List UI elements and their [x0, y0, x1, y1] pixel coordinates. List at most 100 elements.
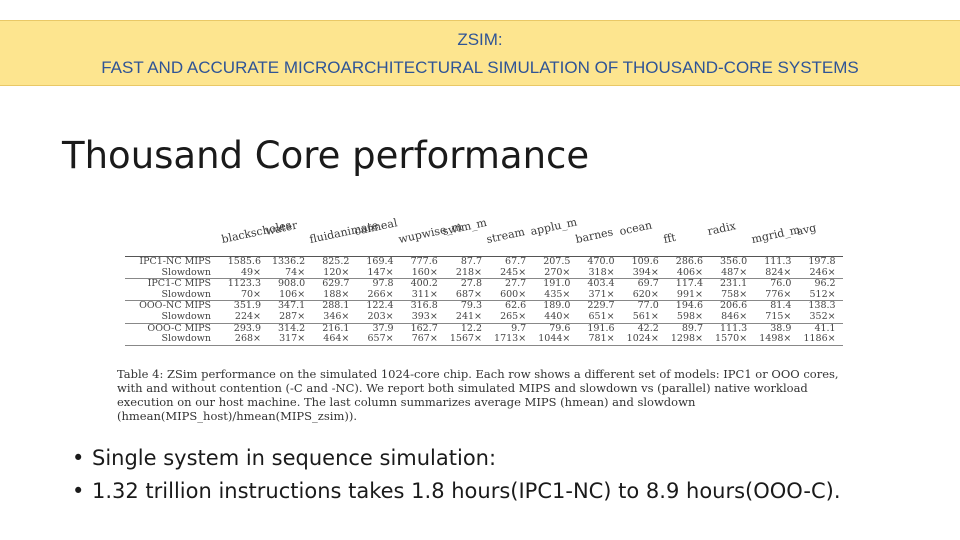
table-cell: 76.0 [770, 278, 792, 290]
table-cell: 1713× [494, 333, 527, 345]
table-cell: 776× [765, 288, 792, 300]
column-header: radix [706, 219, 738, 238]
table-cell: 245× [500, 266, 527, 278]
table-cell: 403.4 [587, 278, 615, 290]
table-cell: 846× [721, 310, 748, 322]
table-cell: 293.9 [233, 322, 261, 334]
table-cell: 352× [809, 310, 836, 322]
table-row: Slowdown 268× 317× 464× 657× 767× 1567× 1713× 10… [125, 334, 843, 346]
table-cell: 147× [367, 266, 394, 278]
table-cell: 824× [765, 266, 792, 278]
table-cell: 120× [323, 266, 350, 278]
column-header: mgrid_m [750, 223, 802, 246]
row-label: Slowdown [161, 288, 211, 300]
table-cell: 160× [411, 266, 438, 278]
table-cell: 189.0 [543, 300, 571, 312]
table-cell: 286.6 [675, 256, 703, 267]
table-cell: 62.6 [505, 300, 527, 312]
column-header: canneal [352, 216, 399, 238]
bullet-dot-icon: • [72, 446, 85, 470]
table-cell: 109.6 [631, 256, 659, 267]
table-figure: blackscholes water fluidanimate canneal wupw… [117, 215, 843, 423]
table-row: Slowdown 49× 74× 120× 147× 160× 218× 245× 270× 31… [125, 266, 843, 280]
table-cell: 347.1 [277, 300, 306, 312]
table-cell: 265× [500, 310, 527, 322]
table-cell: 69.7 [637, 278, 659, 290]
bullet-list: • Single system in sequence simulation: … [72, 440, 932, 506]
table-cell: 314.2 [277, 322, 306, 334]
table-cell: 400.2 [410, 278, 438, 290]
table-cell: 79.6 [549, 322, 571, 334]
table-cell: 687× [455, 288, 482, 300]
table-cell: 67.7 [505, 256, 527, 267]
table-cell: 77.0 [637, 300, 659, 312]
table-cell: 206.6 [719, 300, 748, 312]
table-cell: 311× [411, 288, 438, 300]
column-header: swim_m [441, 215, 488, 238]
table-cell: 600× [500, 288, 527, 300]
table-cell: 440× [544, 310, 571, 322]
table-cell: 74× [285, 266, 306, 278]
table-cell: 117.4 [675, 278, 703, 290]
row-label: IPC1-C MIPS [147, 278, 211, 290]
table-cell: 41.1 [814, 322, 836, 334]
table-cell: 207.5 [543, 256, 571, 267]
table-row: OOO-C MIPS 293.9 314.2 216.1 37.9 162.7 12.2 9.… [125, 322, 843, 335]
table-cell: 169.4 [366, 256, 394, 267]
table-cell: 651× [588, 310, 615, 322]
table-cell: 487× [721, 266, 748, 278]
table-cell: 42.2 [637, 322, 659, 334]
column-header: water [264, 218, 299, 238]
table-cell: 27.7 [505, 278, 527, 290]
table-cell: 318× [588, 266, 615, 278]
table-cell: 1024× [626, 333, 659, 345]
table-row: IPC1-NC MIPS 1585.6 1336.2 825.2 169.4 777.6 8… [125, 256, 843, 268]
table-cell: 97.8 [372, 278, 394, 290]
table-cell: 224× [234, 310, 261, 322]
table-cell: 825.2 [322, 256, 350, 267]
banner-title-line2: FAST AND ACCURATE MICROARCHITECTURAL SIM… [101, 58, 859, 77]
row-label: OOO-NC MIPS [139, 300, 211, 312]
table-cell: 620× [632, 288, 659, 300]
table-cell: 464× [323, 333, 350, 345]
table-cell: 288.1 [322, 300, 350, 312]
table-cell: 346× [323, 310, 350, 322]
table-cell: 203× [367, 310, 394, 322]
table-cell: 188× [323, 288, 350, 300]
table-cell: 162.7 [410, 322, 438, 334]
table-cell: 435× [544, 288, 571, 300]
table-cell: 908.0 [277, 278, 306, 290]
table-cell: 1186× [803, 333, 836, 345]
table-cell: 1336.2 [271, 256, 306, 267]
banner-title-line1: ZSIM: [457, 30, 503, 49]
bullet-item: • 1.32 trillion instructions takes 1.8 h… [72, 476, 932, 506]
performance-table: IPC1-NC MIPS 1585.6 1336.2 825.2 169.4 777.6 8… [125, 256, 843, 346]
table-caption: Table 4: ZSim performance on the simulat… [117, 367, 839, 423]
table-cell: 49× [240, 266, 261, 278]
table-cell: 394× [632, 266, 659, 278]
table-cell: 111.3 [764, 256, 792, 267]
table-row: IPC1-C MIPS 1123.3 908.0 629.7 97.8 400.2 27.8… [125, 279, 843, 290]
table-cell: 111.3 [719, 322, 748, 334]
column-header: avg [794, 221, 817, 238]
column-header: barnes [573, 225, 614, 246]
table-cell: 1585.6 [227, 256, 261, 267]
title-banner: ZSIM: FAST AND ACCURATE MICROARCHITECTUR… [0, 20, 960, 86]
table-cell: 191.6 [587, 322, 615, 334]
table-cell: 231.1 [719, 278, 748, 290]
column-header: stream [485, 225, 527, 246]
table-cell: 470.0 [587, 256, 615, 267]
row-label: Slowdown [161, 266, 211, 278]
table-cell: 122.4 [366, 300, 394, 312]
table-cell: 991× [676, 288, 703, 300]
row-label: Slowdown [161, 333, 211, 345]
table-cell: 89.7 [681, 322, 703, 334]
table-cell: 598× [676, 310, 703, 322]
table-cell: 194.6 [675, 300, 703, 312]
table-cell: 191.0 [543, 278, 571, 290]
table-cell: 1123.3 [227, 278, 261, 290]
table-cell: 316.8 [410, 300, 438, 312]
table-cell: 1570× [715, 333, 748, 345]
table-cell: 371× [588, 288, 615, 300]
column-header: fft [662, 230, 677, 246]
